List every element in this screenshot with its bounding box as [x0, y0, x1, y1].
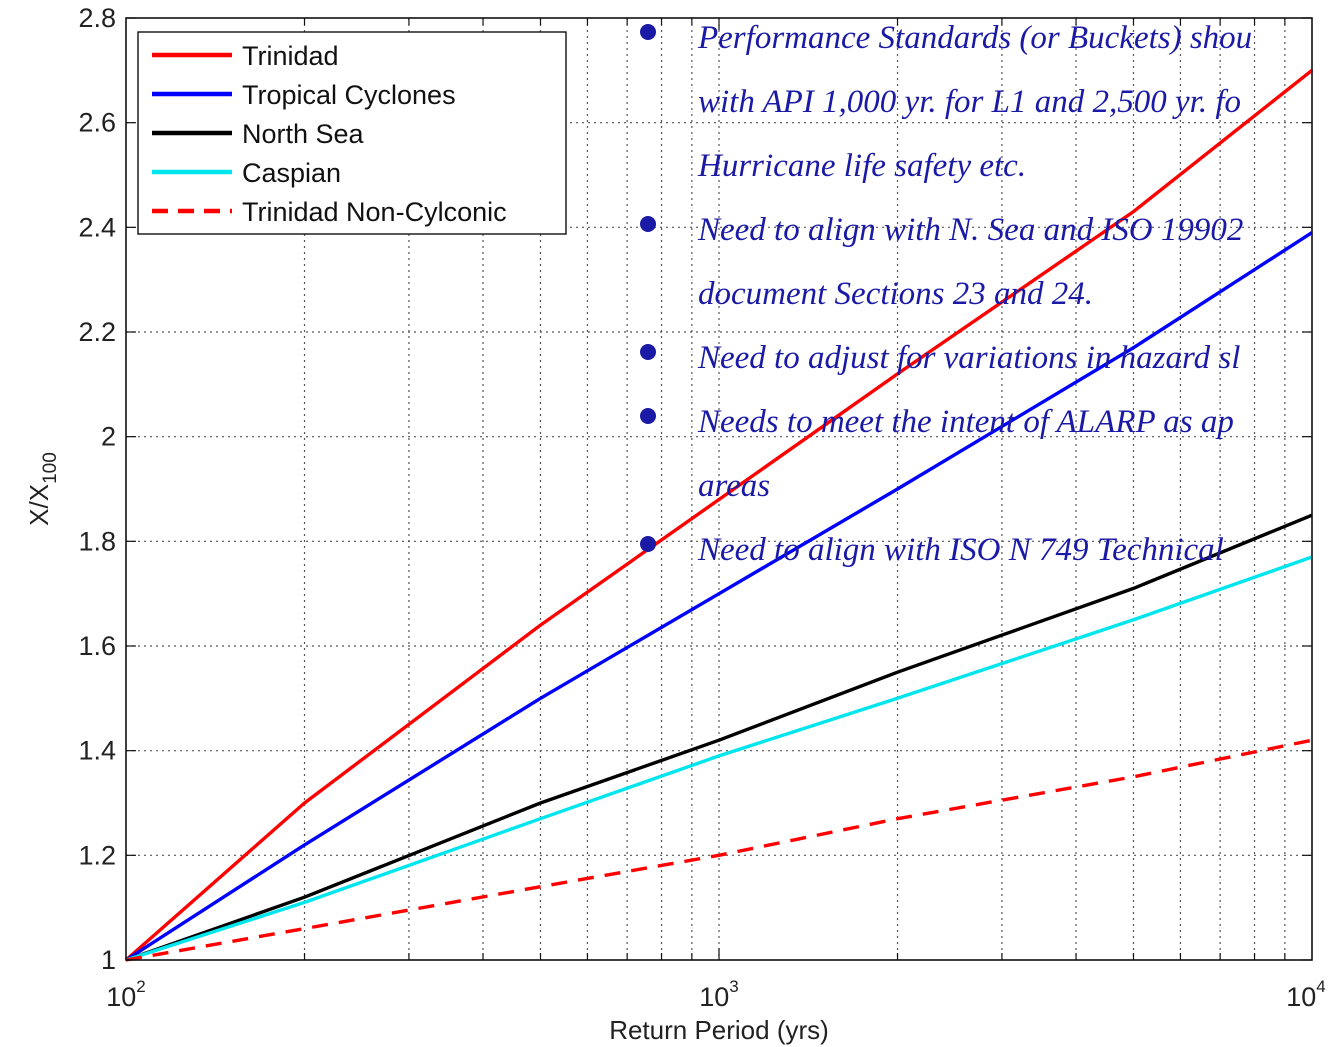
x-tick-label: 104: [1286, 977, 1326, 1012]
bullet-dot-icon: [640, 408, 656, 424]
bullet-text: Need to align with ISO N 749 Technical: [698, 532, 1224, 568]
bullet-text: Performance Standards (or Buckets) shou: [698, 20, 1253, 56]
bullet-line: areas: [636, 456, 1331, 520]
y-tick-label: 2: [101, 422, 116, 452]
series-line-1: [124, 68, 1314, 962]
y-tick-label: 2.8: [78, 3, 116, 33]
x-axis-label: Return Period (yrs): [609, 1015, 829, 1045]
legend: Trinidad Tropical Cyclones North Sea Caspia…: [137, 31, 567, 235]
y-tick-label: 1.2: [78, 840, 116, 870]
series-lines: [124, 68, 1314, 962]
bullet-list: Performance Standards (or Buckets) shou w…: [636, 8, 1331, 584]
bullet-line: Need to align with ISO N 749 Technical: [636, 520, 1331, 584]
bullet-dot-icon: [640, 216, 656, 232]
bullet-text: Needs to meet the intent of ALARP as ap: [698, 404, 1234, 440]
bullet-line: Need to align with N. Sea and ISO 19902: [636, 200, 1331, 264]
bullet-text: Hurricane life safety etc.: [698, 148, 1027, 184]
y-tick-label: 2.4: [78, 212, 116, 242]
y-tick-label: 1.8: [78, 526, 116, 556]
legend-label: North Sea: [242, 119, 365, 149]
legend-label: Trinidad: [242, 41, 339, 71]
legend-label: Trinidad Non-Cylconic: [242, 197, 507, 227]
y-tick-label: 2.6: [78, 108, 116, 138]
legend-label: Caspian: [242, 158, 341, 188]
bullet-text: Need to adjust for variations in hazard …: [698, 340, 1241, 376]
bullet-line: with API 1,000 yr. for L1 and 2,500 yr. …: [636, 72, 1331, 136]
y-tick-label: 1.6: [78, 631, 116, 661]
bullet-text: areas: [698, 468, 771, 504]
bullet-line: document Sections 23 and 24.: [636, 264, 1331, 328]
legend-label: Tropical Cyclones: [242, 80, 456, 110]
bullet-dot-icon: [640, 344, 656, 360]
bullet-text: with API 1,000 yr. for L1 and 2,500 yr. …: [698, 84, 1242, 120]
series-line-5: [125, 738, 1313, 962]
bullet-dot-icon: [640, 24, 656, 40]
bullet-line: Hurricane life safety etc.: [636, 136, 1331, 200]
bullet-line: Need to adjust for variations in hazard …: [636, 328, 1331, 392]
y-axis-label: X/X100: [24, 452, 61, 526]
bullet-line: Needs to meet the intent of ALARP as ap: [636, 392, 1331, 456]
y-tick-label: 1: [101, 945, 116, 975]
y-tick-label: 2.2: [78, 317, 116, 347]
bullet-dot-icon: [640, 536, 656, 552]
series-line-4: [125, 555, 1313, 962]
bullet-text: Need to align with N. Sea and ISO 19902: [698, 212, 1244, 248]
x-tick-labels: 102 103 104: [106, 977, 1326, 1012]
x-tick-label: 103: [699, 977, 739, 1012]
y-tick-labels: 1 1.2 1.4 1.6 1.8 2 2.2 2.4 2.6 2.8: [78, 3, 116, 975]
series-line-3: [125, 513, 1313, 962]
axis-ticks: [126, 17, 1312, 961]
series-line-2: [125, 231, 1313, 962]
bullet-text: document Sections 23 and 24.: [698, 276, 1094, 312]
y-tick-label: 1.4: [78, 736, 116, 766]
x-tick-label: 102: [106, 977, 146, 1012]
bullet-line: Performance Standards (or Buckets) shou: [636, 8, 1331, 72]
